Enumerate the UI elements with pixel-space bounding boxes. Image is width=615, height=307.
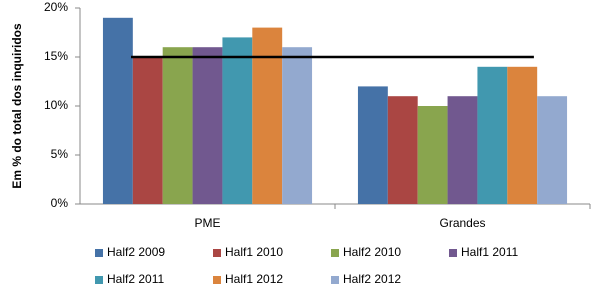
y-tick-label: 5% [51,147,69,161]
bar [447,96,478,204]
bar [507,66,538,204]
bar [387,96,418,204]
bar [537,96,568,204]
bar [252,27,283,204]
bar [102,17,133,204]
x-tick-label: PME [194,216,220,230]
legend-marker [213,249,221,257]
bar [132,57,163,204]
legend-label: Half2 2012 [343,272,401,286]
bar [357,86,388,204]
legend-marker [331,276,339,284]
y-tick-label: 10% [44,98,68,112]
bar [192,47,223,205]
y-tick-label: 15% [44,49,68,63]
y-tick-label: 20% [44,0,68,14]
bar [222,37,253,205]
legend-marker [95,249,103,257]
bar [477,66,508,204]
legend-label: Half1 2012 [225,272,283,286]
legend-label: Half1 2010 [225,245,283,259]
legend-label: Half2 2010 [343,245,401,259]
y-tick-label: 0% [51,196,69,210]
legend-marker [449,249,457,257]
bar [162,47,193,205]
bar [417,106,448,204]
legend-marker [95,276,103,284]
x-tick-label: Grandes [439,216,485,230]
bar [282,47,313,205]
legend-marker [331,249,339,257]
y-axis-label: Em % do total dos inquiridos [10,23,24,189]
legend-label: Half2 2011 [107,272,164,286]
legend-marker [213,276,221,284]
legend-label: Half1 2011 [461,245,518,259]
legend-label: Half2 2009 [107,245,165,259]
